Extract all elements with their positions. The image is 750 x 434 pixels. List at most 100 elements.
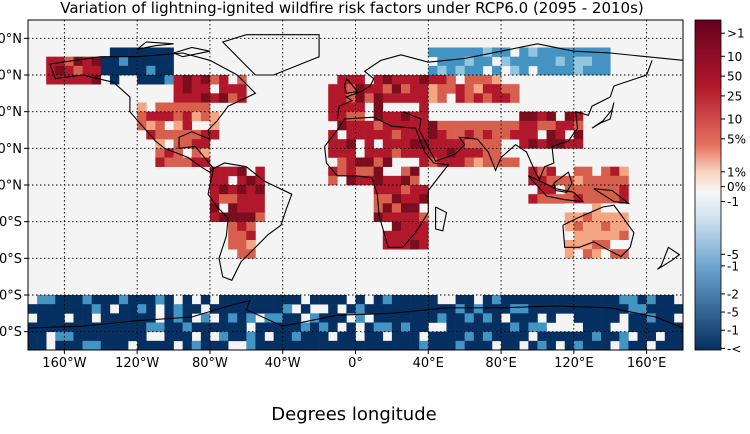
risk-cell	[564, 249, 575, 259]
risk-cell	[573, 175, 584, 186]
risk-cell	[510, 157, 520, 167]
y-tick-label: 20°S	[0, 215, 22, 230]
risk-cell	[573, 130, 584, 140]
risk-cell	[182, 340, 193, 350]
risk-cell	[373, 102, 384, 112]
longitude-ticks: 160°W 120°W 80°W 40°W 0° 40°E 80°E 120°E 160°E	[42, 350, 666, 371]
risk-cell	[100, 295, 111, 305]
risk-cell	[646, 313, 657, 323]
risk-cell	[164, 65, 174, 76]
risk-cell	[564, 185, 575, 195]
risk-cell	[382, 111, 393, 122]
risk-cell	[664, 295, 675, 305]
risk-cell	[573, 295, 584, 305]
risk-cell	[391, 93, 402, 103]
risk-cell	[237, 93, 247, 103]
risk-cell	[328, 139, 338, 149]
risk-cell	[91, 322, 102, 332]
risk-cell	[373, 194, 384, 204]
risk-cell	[546, 304, 556, 314]
risk-cell	[100, 56, 111, 67]
risk-cell	[646, 304, 657, 314]
risk-cell	[410, 148, 420, 158]
risk-cell	[664, 340, 675, 350]
risk-cell	[373, 185, 384, 195]
risk-cell	[592, 340, 602, 350]
risk-cell	[455, 56, 465, 67]
risk-cell	[564, 120, 575, 131]
risk-cell	[437, 130, 447, 140]
risk-cell	[246, 240, 256, 250]
risk-cell	[191, 148, 202, 158]
risk-cell	[592, 331, 602, 342]
risk-cell	[501, 56, 511, 67]
risk-cell	[346, 157, 356, 167]
risk-cell	[491, 331, 502, 342]
risk-cell	[209, 75, 220, 85]
risk-cell	[628, 340, 638, 350]
risk-cell	[455, 120, 465, 131]
risk-cell	[573, 304, 584, 314]
risk-cell	[400, 203, 411, 213]
x-tick-label: 80°W	[192, 356, 228, 371]
risk-cell	[173, 148, 183, 158]
risk-cell	[400, 139, 411, 149]
risk-cell	[619, 212, 629, 222]
risk-cell	[528, 139, 538, 149]
risk-cell	[118, 340, 129, 350]
risk-cell	[464, 148, 475, 158]
risk-cell	[237, 194, 247, 204]
risk-cell	[391, 230, 402, 241]
risk-cell	[592, 295, 602, 305]
risk-cell	[437, 93, 447, 103]
risk-cell	[573, 185, 584, 195]
risk-cell	[673, 322, 683, 332]
risk-cell	[319, 322, 329, 332]
risk-cell	[200, 111, 211, 122]
risk-cell	[428, 139, 438, 149]
risk-cell	[109, 322, 120, 332]
risk-cell	[455, 313, 465, 323]
x-tick-label: 120°E	[554, 356, 594, 371]
risk-cell	[491, 157, 502, 167]
risk-cell	[464, 93, 475, 103]
risk-cell	[428, 75, 438, 85]
risk-cell	[455, 148, 465, 158]
risk-cell	[355, 340, 365, 350]
risk-cell	[228, 203, 238, 213]
risk-cell	[355, 111, 365, 122]
risk-cell	[437, 47, 447, 57]
risk-cell	[582, 166, 593, 177]
risk-cell	[346, 130, 356, 140]
risk-cell	[601, 221, 611, 232]
risk-cell	[592, 65, 602, 76]
risk-cell	[419, 295, 429, 305]
risk-cell	[410, 75, 420, 85]
risk-cell	[364, 340, 374, 350]
risk-cell	[209, 120, 220, 131]
risk-cell	[619, 240, 629, 250]
risk-cell	[364, 322, 374, 332]
risk-cell	[446, 340, 456, 350]
risk-cell	[73, 340, 83, 350]
risk-cell	[546, 340, 556, 350]
risk-cell	[182, 295, 193, 305]
risk-cell	[191, 75, 202, 85]
risk-cell	[510, 295, 520, 305]
risk-cell	[473, 322, 484, 332]
risk-cell	[446, 75, 456, 85]
risk-cell	[346, 340, 356, 350]
risk-cell	[482, 56, 493, 67]
risk-cell	[482, 93, 493, 103]
risk-cell	[91, 56, 102, 67]
y-tick-label: 0°N	[0, 179, 22, 194]
risk-cell	[601, 203, 611, 213]
risk-cell	[346, 84, 356, 94]
risk-cell	[519, 331, 529, 342]
risk-cell	[655, 313, 666, 323]
y-tick-label: 40°N	[0, 105, 22, 120]
risk-cell	[655, 340, 666, 350]
risk-cell	[564, 212, 575, 222]
risk-cell	[437, 340, 447, 350]
